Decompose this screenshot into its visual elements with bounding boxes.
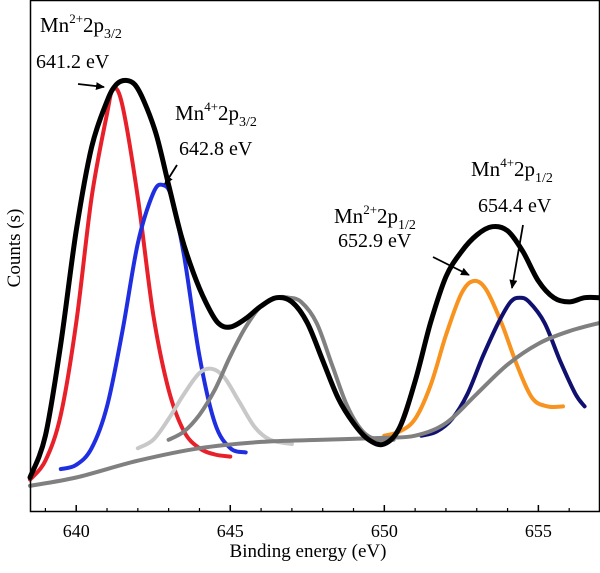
peak-label: Mn4+2p3/2 xyxy=(175,99,257,130)
peak-ion: Mn xyxy=(175,101,205,125)
peak-charge: 4+ xyxy=(204,99,218,114)
curves-group xyxy=(27,77,600,488)
peak-charge: 2+ xyxy=(69,11,83,26)
peak-energy: 641.2 eV xyxy=(36,51,110,73)
peak-orbital: 2p xyxy=(218,101,239,125)
x-ticks-group: 640 645 650 655 xyxy=(44,505,600,541)
peak-charge: 4+ xyxy=(500,155,514,170)
peak-energy: 654.4 eV xyxy=(478,195,552,217)
peak-level: 1/2 xyxy=(398,218,416,233)
peak-ion: Mn xyxy=(471,157,501,181)
peak-orbital: 2p xyxy=(377,204,398,228)
plot-frame xyxy=(29,0,600,513)
peak-label: Mn2+2p3/2 xyxy=(40,11,122,42)
mn2-2p32-curve xyxy=(28,86,233,482)
x-tick-label: 640 xyxy=(63,521,90,541)
peak-orbital: 2p xyxy=(83,13,104,37)
peak-annotation: Mn2+2p3/2 641.2 eV xyxy=(36,11,122,91)
envelope-curve xyxy=(27,77,600,480)
peak-arrow xyxy=(164,164,178,185)
peak-orbital: 2p xyxy=(514,157,535,181)
peak-arrow xyxy=(509,224,524,289)
x-axis-label: Binding energy (eV) xyxy=(230,541,387,562)
satellite-curve-light xyxy=(135,366,294,451)
x-tick-label: 645 xyxy=(217,521,244,541)
peak-energy: 642.8 eV xyxy=(179,138,253,160)
peak-arrow xyxy=(77,82,105,91)
peak-label: Mn2+2p1/2 xyxy=(334,202,416,233)
peak-annotation: Mn4+2p1/2 654.4 eV xyxy=(471,155,553,289)
y-axis-label: Counts (s) xyxy=(4,209,25,288)
x-tick-label: 655 xyxy=(525,521,552,541)
x-tick-label: 650 xyxy=(371,521,398,541)
peak-annotation: Mn4+2p3/2 642.8 eV xyxy=(164,99,257,185)
peak-level: 3/2 xyxy=(104,27,122,42)
plot-border xyxy=(29,0,600,513)
peak-charge: 2+ xyxy=(363,202,377,217)
mn4-2p32-curve xyxy=(58,182,248,472)
peak-energy: 652.9 eV xyxy=(338,230,412,252)
peak-ion: Mn xyxy=(334,204,364,228)
peak-level: 3/2 xyxy=(239,115,257,130)
background-curve xyxy=(28,320,600,488)
peak-label: Mn4+2p1/2 xyxy=(471,155,553,186)
peak-level: 1/2 xyxy=(535,171,553,186)
mn2-2p12-curve xyxy=(382,278,565,438)
peak-arrow xyxy=(432,256,470,276)
peak-ion: Mn xyxy=(40,13,70,37)
